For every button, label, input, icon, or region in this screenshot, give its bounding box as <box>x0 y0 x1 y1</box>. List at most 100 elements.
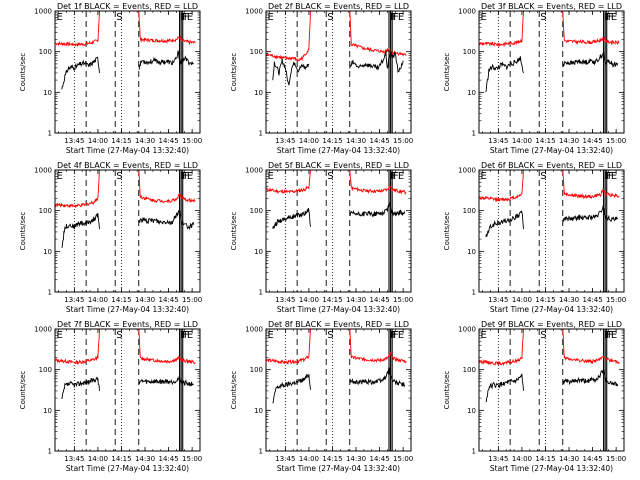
x-tick-label: 14:45 <box>158 455 178 463</box>
marker-f: F <box>181 330 187 341</box>
panel-9: Det 9f BLACK = Events, RED = LLD Counts/s… <box>443 320 626 473</box>
x-tick-label: 14:30 <box>559 137 579 145</box>
x-tick-label: 14:15 <box>111 455 131 463</box>
panel-1: Det 1f BLACK = Events, RED = LLD Counts/s… <box>19 2 202 155</box>
x-tick-label: 15:00 <box>393 137 413 145</box>
plot-frame <box>54 328 201 452</box>
x-tick-label: 14:30 <box>346 137 366 145</box>
y-tick-label: 1 <box>472 448 476 456</box>
marker-f: F <box>390 330 396 341</box>
y-tick-label: 1000 <box>458 167 476 175</box>
x-tick-label: 13:45 <box>488 137 508 145</box>
marker-e: E <box>268 330 274 341</box>
panel-title: Det 6f BLACK = Events, RED = LLD <box>481 161 622 170</box>
x-tick-label: 14:00 <box>512 455 532 463</box>
marker-s: S <box>327 12 333 23</box>
x-tick-label: 14:15 <box>322 455 342 463</box>
x-tick-label: 14:15 <box>535 137 555 145</box>
y-tick-label: 1000 <box>458 326 476 334</box>
lld-series <box>55 10 196 48</box>
panel-title: Det 5f BLACK = Events, RED = LLD <box>268 161 409 170</box>
events-series <box>485 56 524 93</box>
lld-series <box>55 169 196 209</box>
marker-e: E <box>611 12 617 23</box>
x-tick-label: 14:15 <box>535 296 555 304</box>
marker-e: E <box>57 12 63 23</box>
y-tick-label: 100 <box>463 207 476 215</box>
lld-series <box>479 169 620 203</box>
marker-f: F <box>181 171 187 182</box>
y-axis-label: Counts/sec <box>19 53 27 92</box>
x-tick-label: 15:00 <box>182 137 202 145</box>
x-tick-label: 15:00 <box>182 455 202 463</box>
x-axis-label: Start Time (27-May-04 13:32:40) <box>490 305 613 314</box>
x-tick-label: 14:15 <box>322 296 342 304</box>
events-series <box>272 373 311 404</box>
marker-f: F <box>605 171 611 182</box>
x-tick-label: 13:45 <box>275 455 295 463</box>
marker-f: F <box>392 12 398 23</box>
y-tick-label: 1 <box>259 289 263 297</box>
y-tick-label: 1000 <box>34 8 52 16</box>
y-axis-label: Counts/sec <box>443 371 451 410</box>
x-tick-label: 14:15 <box>111 137 131 145</box>
marker-e: E <box>398 171 404 182</box>
marker-e: E <box>398 330 404 341</box>
lld-series <box>479 10 620 48</box>
marker-e: E <box>398 12 404 23</box>
x-tick-label: 14:30 <box>559 296 579 304</box>
y-tick-label: 100 <box>250 48 263 56</box>
lld-series <box>55 328 196 365</box>
events-series <box>272 208 311 229</box>
marker-f: F <box>392 171 398 182</box>
marker-e: E <box>187 12 193 23</box>
x-tick-label: 14:45 <box>369 137 389 145</box>
lld-series <box>479 328 620 367</box>
x-axis-label: Start Time (27-May-04 13:32:40) <box>277 305 400 314</box>
marker-s: S <box>116 171 122 182</box>
y-tick-label: 100 <box>463 48 476 56</box>
y-tick-label: 10 <box>43 89 52 97</box>
x-tick-label: 14:30 <box>135 137 155 145</box>
panel-title: Det 9f BLACK = Events, RED = LLD <box>481 320 622 329</box>
x-tick-label: 14:00 <box>299 137 319 145</box>
panel-title: Det 2f BLACK = Events, RED = LLD <box>268 2 409 11</box>
events-series <box>138 375 194 387</box>
panel-6: Det 6f BLACK = Events, RED = LLD Counts/s… <box>443 161 626 314</box>
y-tick-label: 10 <box>254 89 263 97</box>
y-tick-label: 1000 <box>245 8 263 16</box>
events-series <box>138 209 195 231</box>
x-tick-label: 15:00 <box>606 455 626 463</box>
y-tick-label: 10 <box>43 407 52 415</box>
panel-4: Det 4f BLACK = Events, RED = LLD Counts/s… <box>19 161 202 314</box>
plot-frame <box>54 169 201 293</box>
y-axis-label: Counts/sec <box>443 212 451 251</box>
x-tick-label: 15:00 <box>606 296 626 304</box>
marker-f: F <box>184 330 190 341</box>
x-tick-label: 14:45 <box>582 296 602 304</box>
panel-8: Det 8f BLACK = Events, RED = LLD Counts/s… <box>230 320 413 473</box>
marker-s: S <box>540 330 546 341</box>
x-tick-label: 14:45 <box>369 455 389 463</box>
panel-title: Det 3f BLACK = Events, RED = LLD <box>481 2 622 11</box>
y-axis-label: Counts/sec <box>230 371 238 410</box>
panel-title: Det 1f BLACK = Events, RED = LLD <box>57 2 198 11</box>
marker-s: S <box>327 171 333 182</box>
marker-f: F <box>608 171 614 182</box>
marker-e: E <box>611 330 617 341</box>
marker-f: F <box>606 12 612 23</box>
marker-f: F <box>182 12 188 23</box>
panel-title: Det 4f BLACK = Events, RED = LLD <box>57 161 198 170</box>
events-series <box>349 366 406 388</box>
x-tick-label: 15:00 <box>182 296 202 304</box>
events-series <box>349 50 404 74</box>
y-tick-label: 1 <box>48 289 52 297</box>
marker-e: E <box>481 12 487 23</box>
lld-series <box>266 328 407 365</box>
events-series <box>562 205 619 223</box>
marker-f: F <box>184 171 190 182</box>
y-tick-label: 1 <box>472 130 476 138</box>
x-tick-label: 15:00 <box>393 296 413 304</box>
panel-2: Det 2f BLACK = Events, RED = LLD Counts/s… <box>230 2 413 155</box>
events-series <box>61 212 100 248</box>
